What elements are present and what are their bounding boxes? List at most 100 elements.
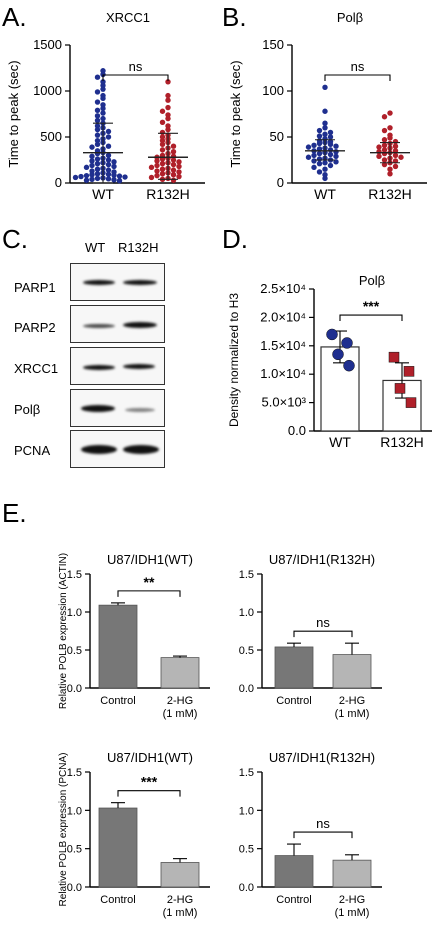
b-point-wt [322, 108, 328, 114]
e2-y-tick-label: 1.0 [239, 607, 254, 619]
b-point-r132h [387, 125, 393, 131]
a-point-wt [89, 153, 95, 160]
b-point-r132h [392, 138, 399, 145]
b-y-tick-label: 100 [262, 83, 284, 98]
a-point-r132h [148, 164, 155, 171]
e4-title: U87/IDH1(R132H) [269, 750, 375, 765]
a-point-r132h [165, 79, 171, 85]
b-significance-bracket [324, 74, 391, 81]
a-point-r132h [176, 163, 182, 170]
e4-bar-0 [274, 855, 314, 888]
b-point-r132h [398, 154, 404, 160]
b-point-wt [322, 84, 328, 91]
b-point-r132h [392, 152, 399, 159]
e2-bar-1 [332, 654, 372, 689]
b-point-r132h [392, 163, 399, 170]
d-point-wt [343, 359, 355, 372]
blot-column-wt: WT [85, 240, 106, 255]
b-point-wt [333, 143, 339, 149]
a-point-wt [105, 152, 112, 159]
a-point-wt [78, 173, 84, 180]
a-point-r132h [176, 173, 182, 180]
b-point-wt [327, 162, 334, 169]
b-point-wt [333, 149, 339, 155]
a-point-r132h [159, 141, 166, 148]
b-point-wt [327, 129, 334, 136]
b-point-wt [322, 125, 328, 131]
e1-y-tick-label: 1.5 [67, 569, 82, 581]
a-point-wt [94, 156, 101, 162]
b-point-r132h [387, 135, 393, 141]
e1-x-tick-label: Control [100, 695, 135, 707]
d-point-r132h [405, 397, 417, 408]
b-significance-label: ns [351, 59, 365, 74]
a-point-wt [83, 177, 90, 183]
d-point-wt [332, 348, 344, 361]
e1-significance-label: ** [144, 574, 155, 590]
chart-e2-actin-r132h: 0.0 0.5 1.0 1.5 Control 2-HG(1 mM) U87/IDH1(R1… [239, 552, 382, 720]
b-point-wt [316, 150, 323, 157]
e3-y-tick-label: 1.0 [67, 805, 82, 817]
a-point-wt [72, 174, 79, 181]
e2-significance-bracket [293, 630, 353, 638]
b-point-wt [316, 156, 323, 162]
blot-column-r132h: R132H [118, 240, 159, 255]
e2-x-tick-label: Control [276, 695, 311, 707]
b-point-wt [316, 169, 323, 175]
a-point-r132h [170, 177, 177, 183]
a-point-r132h [170, 167, 177, 173]
b-y-tick-label: 50 [270, 129, 284, 144]
b-point-r132h [376, 144, 382, 150]
a-point-wt [100, 110, 106, 116]
e2-y-tick-label: 1.5 [239, 569, 254, 581]
blot-strip-polb [70, 389, 165, 427]
b-point-r132h [387, 171, 393, 177]
e2-y-tick-label: 0.5 [239, 645, 254, 657]
b-point-wt [311, 152, 317, 159]
b-point-wt [327, 134, 334, 140]
panel-letter-b: B. [222, 2, 247, 32]
b-point-r132h [392, 143, 399, 149]
a-point-wt [105, 176, 112, 182]
a-point-wt [100, 105, 106, 112]
e2-title: U87/IDH1(R132H) [269, 552, 375, 567]
a-point-wt [94, 89, 101, 95]
a-point-wt [94, 113, 101, 119]
e3-x-tick-label: (1 mM) [163, 907, 198, 919]
a-point-wt [116, 178, 123, 184]
b-point-wt [322, 120, 328, 126]
a-point-wt [94, 160, 101, 167]
e1-y-label: Relative POLB expression (ACTIN) [58, 553, 69, 709]
d-x-tick-label: R132H [380, 434, 424, 450]
d-y-tick-label: 0.0 [288, 423, 306, 438]
b-point-wt [316, 160, 323, 167]
b-x-tick-label: R132H [368, 186, 412, 202]
b-point-wt [322, 166, 328, 172]
blot-band-pcna-wt [81, 445, 117, 454]
e4-y-tick-label: 0.0 [239, 882, 254, 894]
blot-band-xrcc1-wt [83, 365, 115, 370]
a-point-wt [111, 159, 117, 165]
d-y-label: Density normalized to H3 [227, 293, 241, 427]
b-point-wt [333, 153, 339, 160]
a-point-wt [94, 141, 101, 148]
a-significance-label: ns [129, 59, 143, 74]
e1-x-tick-label: 2-HG [167, 695, 193, 707]
a-y-tick-label: 1500 [33, 37, 62, 52]
blot-strip-xrcc1 [70, 347, 165, 385]
a-point-wt [89, 162, 95, 169]
b-title: Polβ [337, 10, 363, 25]
b-point-wt [322, 131, 328, 137]
a-point-wt [94, 117, 101, 124]
a-point-wt [94, 107, 101, 114]
a-y-tick-label: 1000 [33, 83, 62, 98]
a-point-r132h [159, 160, 166, 167]
e1-y-tick-label: 1.0 [67, 607, 82, 619]
b-point-wt [327, 151, 334, 158]
blot-band-pcna-r132h [123, 445, 159, 454]
a-point-wt [83, 172, 90, 179]
blot-label-pcna: PCNA [14, 443, 51, 458]
e4-x-tick-label: Control [276, 894, 311, 906]
a-point-r132h [165, 92, 171, 99]
e3-bar-0 [98, 807, 138, 888]
